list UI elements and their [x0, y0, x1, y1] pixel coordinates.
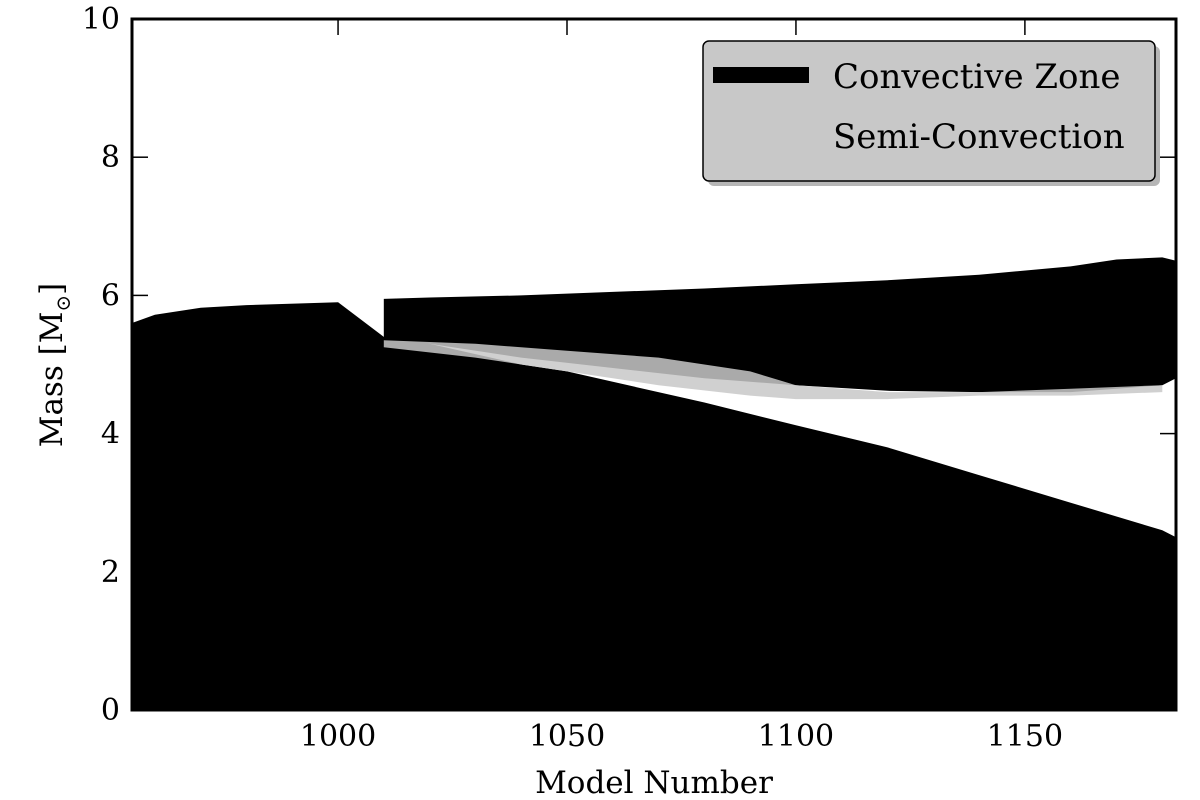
x-tick-label: 1000	[300, 719, 376, 754]
plot-area	[132, 257, 1176, 710]
legend-label-semi-convection: Semi-Convection	[833, 117, 1125, 157]
y-axis-label: Mass [M⊙]	[34, 283, 75, 448]
legend-swatch-convective-zone	[713, 67, 809, 83]
y-tick-label: 4	[101, 417, 120, 452]
legend: Convective Zone Semi-Convection	[702, 40, 1160, 186]
x-axis-label: Model Number	[535, 765, 773, 800]
y-tick-labels: 0 2 4 6 8 10	[82, 2, 120, 728]
series-band-interface	[383, 340, 1163, 400]
x-tick-labels: 1000 1050 1100 1150	[300, 719, 1063, 754]
y-axis-label-suffix: ]	[34, 283, 70, 295]
x-tick-label: 1100	[758, 719, 834, 754]
legend-box	[702, 40, 1156, 182]
y-tick-label: 10	[82, 2, 120, 37]
x-tick-label: 1050	[529, 719, 605, 754]
y-axis-label-sun-symbol: ⊙	[51, 295, 75, 312]
y-tick-label: 8	[101, 140, 120, 175]
y-axis-label-prefix: Mass [M	[34, 312, 70, 448]
y-tick-label: 0	[101, 693, 120, 728]
series-band-core	[132, 302, 1176, 710]
y-tick-label: 6	[101, 278, 120, 313]
legend-label-convective-zone: Convective Zone	[833, 57, 1121, 97]
svg-text:Mass [M⊙]: Mass [M⊙]	[34, 283, 75, 448]
x-tick-label: 1150	[987, 719, 1063, 754]
plot-frame	[130, 17, 1178, 712]
legend-swatch-semi-convection	[713, 127, 809, 143]
y-tick-label: 2	[101, 555, 120, 590]
